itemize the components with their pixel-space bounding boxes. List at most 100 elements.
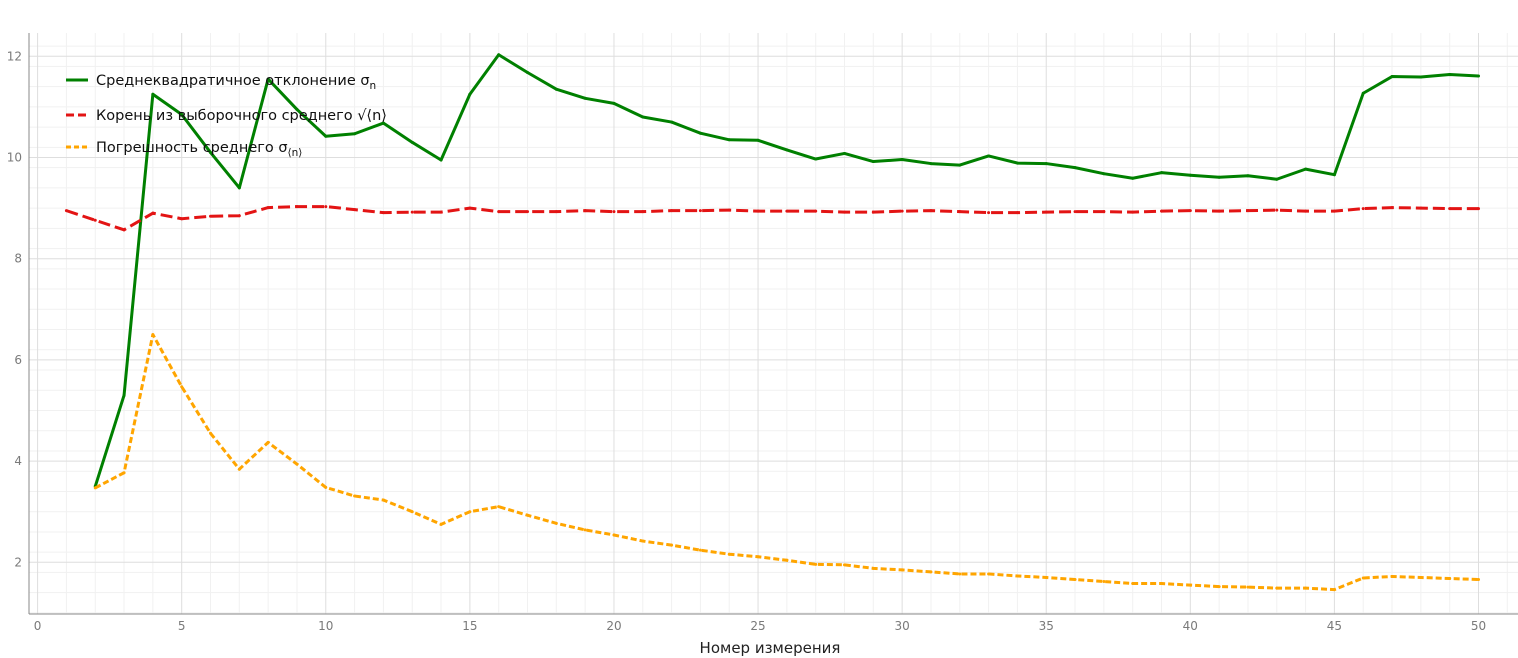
data-point xyxy=(843,151,846,155)
legend-label-text: Погрешность среднего σ xyxy=(96,140,288,156)
data-point xyxy=(1361,207,1365,211)
data-point xyxy=(1015,211,1019,215)
data-point xyxy=(1390,75,1394,79)
data-point xyxy=(1246,209,1250,213)
data-point xyxy=(324,205,328,209)
data-point xyxy=(1131,176,1135,180)
data-point xyxy=(295,462,299,466)
data-point xyxy=(237,186,241,190)
data-point xyxy=(583,96,587,100)
data-point xyxy=(756,555,760,559)
data-point xyxy=(727,552,731,556)
data-point xyxy=(785,148,789,152)
data-point xyxy=(1246,585,1250,589)
data-point xyxy=(1275,586,1279,590)
data-point xyxy=(612,210,616,214)
data-point xyxy=(1217,175,1221,179)
data-point xyxy=(641,210,645,214)
data-point xyxy=(1217,209,1221,213)
data-point xyxy=(526,70,530,74)
data-point xyxy=(641,115,645,119)
data-point xyxy=(871,160,875,164)
data-point xyxy=(554,210,558,214)
legend-label-text: Среднеквадратичное отклонение σ xyxy=(96,73,370,89)
data-point xyxy=(1160,209,1163,213)
data-point xyxy=(1160,171,1163,175)
data-point xyxy=(641,539,645,543)
data-point xyxy=(1073,210,1077,214)
y-tick-label: 12 xyxy=(7,49,22,63)
data-point xyxy=(1390,206,1394,210)
data-point xyxy=(1477,207,1480,211)
data-point xyxy=(209,431,213,435)
minor-grid xyxy=(29,33,1518,614)
data-point xyxy=(439,522,443,526)
data-point xyxy=(987,211,991,215)
data-point xyxy=(1160,582,1163,586)
y-tick-label: 10 xyxy=(7,151,22,165)
data-point xyxy=(670,120,674,124)
data-point xyxy=(554,521,558,525)
data-point xyxy=(122,393,126,397)
data-point xyxy=(151,211,155,215)
data-point xyxy=(1217,585,1221,589)
data-point xyxy=(929,162,933,166)
data-point xyxy=(1188,209,1192,213)
data-point xyxy=(353,208,357,212)
data-point xyxy=(1102,210,1106,214)
data-point xyxy=(900,158,904,162)
data-point xyxy=(381,121,385,125)
data-point xyxy=(1246,174,1250,178)
data-point xyxy=(785,558,789,562)
data-point xyxy=(670,543,674,547)
data-point xyxy=(381,498,385,502)
data-point xyxy=(583,528,587,532)
data-point xyxy=(410,140,414,144)
data-point xyxy=(353,494,357,498)
data-point xyxy=(151,333,155,337)
tick-labels: 0 5 10 15 20 25 30 35 40 45 50 2 4 6 8 10 12 xyxy=(7,49,1486,633)
data-point xyxy=(1477,578,1480,581)
data-point xyxy=(151,92,155,96)
data-point xyxy=(324,485,328,489)
data-point xyxy=(1102,580,1106,584)
data-point xyxy=(843,563,846,567)
data-point xyxy=(1044,162,1048,166)
data-point xyxy=(353,132,357,136)
data-point xyxy=(1361,576,1365,580)
data-point xyxy=(670,209,674,213)
legend-label-subscript: n xyxy=(370,80,377,92)
data-point xyxy=(209,214,213,218)
data-point xyxy=(266,77,270,81)
data-point xyxy=(1275,177,1279,181)
data-point xyxy=(727,138,731,142)
data-point xyxy=(1332,173,1336,177)
data-point xyxy=(1419,206,1423,210)
x-tick-label: 30 xyxy=(894,619,909,633)
data-point xyxy=(180,217,184,221)
major-grid xyxy=(29,33,1518,614)
data-point xyxy=(958,163,962,167)
y-tick-label: 6 xyxy=(14,353,22,367)
data-point xyxy=(381,211,385,215)
data-point xyxy=(180,385,184,389)
data-point xyxy=(1131,210,1135,214)
legend-label-1: Среднеквадратичное отклонение σn xyxy=(96,73,376,92)
series-layer xyxy=(64,53,1480,592)
data-point xyxy=(324,134,328,138)
x-tick-label: 25 xyxy=(750,619,765,633)
data-point xyxy=(237,467,241,471)
data-point xyxy=(698,209,702,213)
series-points-2 xyxy=(64,205,1480,232)
data-point xyxy=(439,158,443,162)
data-point xyxy=(987,154,991,158)
x-tick-label: 35 xyxy=(1039,619,1054,633)
data-point xyxy=(410,510,414,514)
x-tick-label: 40 xyxy=(1183,619,1198,633)
data-point xyxy=(439,210,443,214)
data-point xyxy=(266,440,270,444)
data-point xyxy=(900,209,904,213)
data-point xyxy=(1304,586,1308,590)
data-point xyxy=(554,87,558,91)
